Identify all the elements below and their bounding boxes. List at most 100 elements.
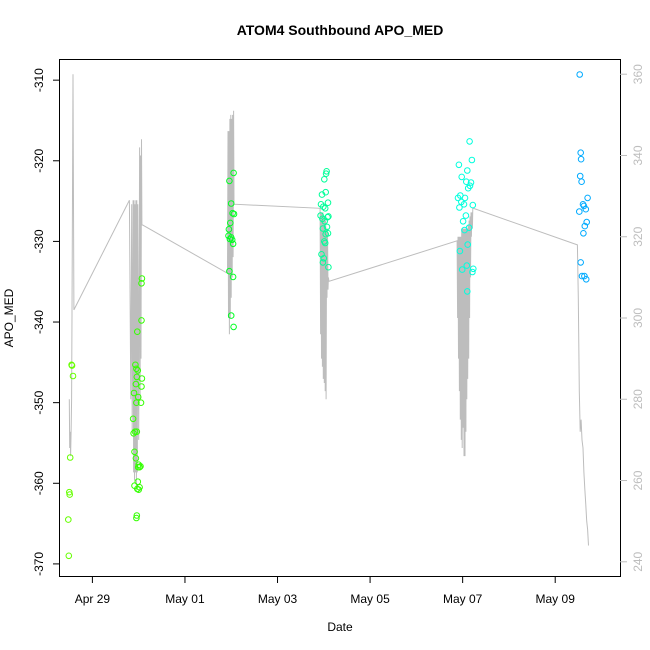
y-tick-label: -360 [32,471,46,495]
data-point [136,484,143,491]
data-point [462,212,470,219]
data-point [138,275,146,282]
data-point [66,491,73,498]
data-point [324,199,332,206]
y-axis-title: APO_MED [2,288,16,347]
data-point [230,323,237,331]
data-point [133,428,141,436]
data-point [460,201,468,208]
data-point [456,204,463,211]
y-tick-label: -310 [32,68,46,92]
x-tick-label: May 07 [443,592,483,606]
y-tick-label: -350 [32,390,46,414]
data-point [319,225,327,232]
data-point [458,173,466,181]
y2-tick-label: 260 [631,470,645,490]
data-point [321,176,328,183]
data-point [137,399,145,407]
data-point [230,169,237,177]
data-point [138,383,145,390]
data-point [320,254,328,262]
x-tick-label: Apr 29 [75,592,111,606]
data-point [467,179,475,186]
data-point [226,177,233,185]
data-point [456,247,464,255]
data-point [134,367,142,374]
data-point [134,393,142,401]
data-point [581,272,588,280]
y-axis-right: 240 260 280 300 320 340 360 [620,64,645,572]
data-point [577,155,585,163]
y2-tick-label: 240 [631,551,645,571]
data-point [134,463,142,471]
x-tick-label: May 05 [350,592,390,606]
data-point [577,259,585,266]
data-point [65,552,73,560]
data-point [130,389,138,397]
data-point [466,138,473,145]
data-point [66,488,73,496]
data-point [138,375,146,382]
data-point [66,454,74,461]
data-point [324,230,332,237]
data-point [227,312,235,319]
data-point [133,514,140,522]
secondary-line-series [68,74,589,546]
data-point [129,415,137,423]
data-point [65,516,72,523]
data-point [470,265,477,273]
data-point [130,430,137,437]
data-point [321,239,329,247]
data-point [578,178,585,185]
data-point [464,167,471,174]
data-point [134,328,141,336]
data-point [469,268,476,276]
data-point [229,273,237,281]
data-point [468,156,476,164]
data-point [230,210,238,218]
data-point [133,365,140,373]
data-point [319,259,327,266]
data-point [133,512,141,519]
data-point [458,266,466,273]
data-point [229,240,237,248]
data-point [132,455,140,462]
data-point [323,168,330,175]
data-point [454,194,462,202]
data-point [69,372,77,380]
data-point [577,149,585,156]
data-point [138,317,145,324]
data-point [576,208,583,215]
data-point [225,226,233,233]
data-point [580,230,587,237]
data-point [582,205,590,213]
data-point [228,236,236,244]
data-point [321,205,329,212]
chart-title: ATOM4 Southbound APO_MED [237,22,444,38]
y-tick-label: -330 [32,229,46,253]
data-point [131,448,138,456]
data-point [132,361,139,369]
x-tick-label: May 09 [536,592,576,606]
data-point [324,213,331,221]
data-point [322,170,330,177]
data-point [138,280,145,287]
data-point [325,213,332,220]
y2-tick-label: 280 [631,389,645,409]
data-point [580,202,588,210]
y-tick-label: -370 [32,552,46,576]
y2-tick-label: 320 [631,226,645,246]
data-point [584,194,591,202]
data-point [320,203,327,210]
data-point [227,200,235,207]
data-point [131,428,139,436]
data-point [227,219,234,227]
data-point [68,362,76,369]
data-point [466,182,474,190]
y2-tick-label: 360 [631,64,645,84]
y-tick-label: -340 [32,310,46,334]
x-tick-label: May 03 [258,592,298,606]
data-point [317,212,324,219]
data-point [464,241,472,248]
data-point [576,71,584,78]
